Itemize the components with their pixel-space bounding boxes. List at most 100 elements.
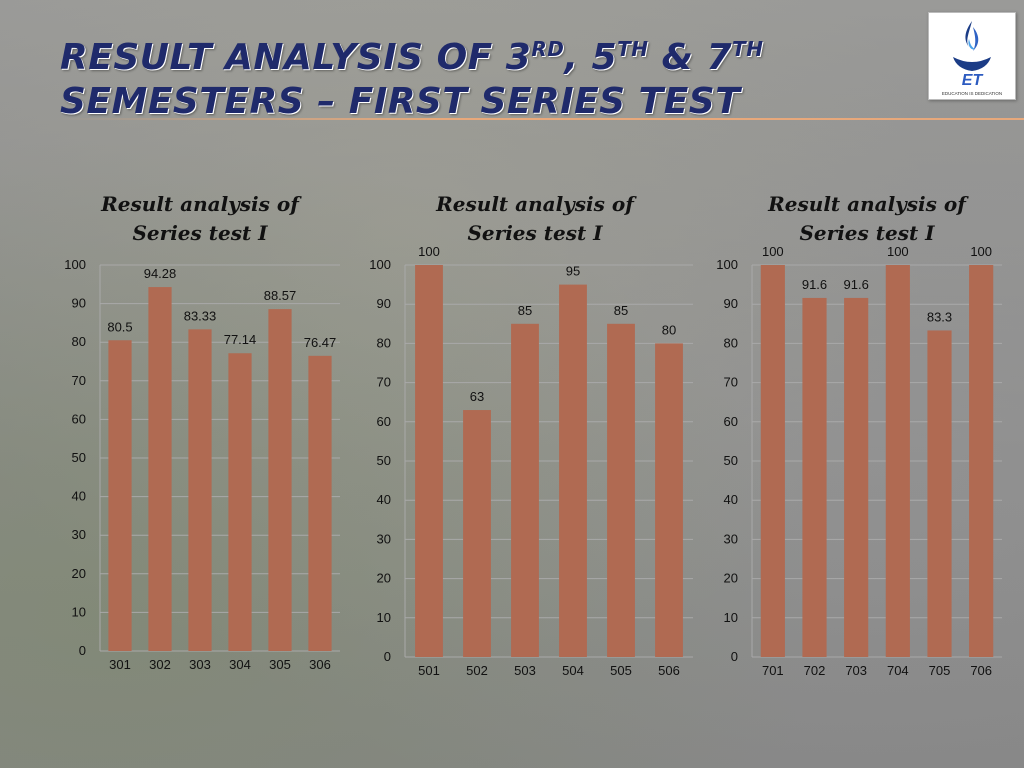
x-tick-label-503: 503 [514,663,536,678]
x-tick-label-302: 302 [149,657,171,672]
y-tick-label: 100 [64,257,86,272]
y-tick-label: 100 [716,257,738,272]
title-divider [55,118,1024,120]
y-tick-label: 20 [72,566,86,581]
y-tick-label: 70 [724,375,738,390]
y-tick-label: 0 [731,649,738,664]
bar-706 [969,265,994,657]
bar-503 [511,323,539,657]
x-tick-label-702: 702 [804,663,826,678]
data-label-301: 80.5 [107,319,132,334]
data-label-305: 88.57 [264,288,297,303]
x-tick-label-704: 704 [887,663,909,678]
data-label-304: 77.14 [224,332,257,347]
y-tick-label: 30 [377,531,391,546]
title-sup-th1: TH [617,37,649,61]
y-tick-label: 50 [377,453,391,468]
data-label-705: 83.3 [927,309,952,324]
data-label-703: 91.6 [844,277,869,292]
y-tick-label: 40 [377,492,391,507]
y-tick-label: 10 [724,610,738,625]
chart3-title: Result analysis of Series test I [768,192,966,245]
slide-title: RESULT ANALYSIS OF 3RD, 5TH & 7TH SEMEST… [60,36,900,124]
x-tick-label-305: 305 [269,657,291,672]
y-tick-label: 0 [79,643,86,658]
y-tick-label: 80 [72,334,86,349]
y-tick-label: 90 [377,296,391,311]
x-tick-label-505: 505 [610,663,632,678]
data-label-504: 95 [566,264,580,279]
x-tick-label-501: 501 [418,663,440,678]
bar-704 [885,265,910,657]
bar-705 [927,330,952,657]
x-tick-label-303: 303 [189,657,211,672]
y-tick-label: 20 [724,571,738,586]
y-tick-label: 50 [724,453,738,468]
chart-501-506: 0 10 20 30 40 50 60 70 80 90 100 100 501 63 502 85 503 95… [369,245,693,678]
bar-303 [188,329,212,651]
data-label-302: 94.28 [144,266,177,281]
y-tick-label: 20 [377,571,391,586]
data-label-503: 85 [518,303,532,318]
y-tick-label: 100 [369,257,391,272]
y-tick-label: 40 [724,492,738,507]
x-tick-label-304: 304 [229,657,251,672]
data-label-506: 80 [662,322,676,337]
y-tick-label: 90 [72,296,86,311]
title-mid2: & 7 [648,37,733,78]
title-mid: , 5 [564,37,618,78]
bar-302 [148,287,172,651]
bar-304 [228,353,252,651]
y-tick-label: 70 [377,375,391,390]
bar-305 [268,309,292,651]
x-tick-label-301: 301 [109,657,131,672]
college-logo: ET EDUCATION IS DEDICATION [928,12,1016,100]
bar-504 [559,284,587,657]
y-tick-label: 60 [724,414,738,429]
y-tick-label: 10 [72,604,86,619]
bar-501 [415,265,443,657]
y-tick-label: 60 [72,411,86,426]
y-tick-label: 30 [724,531,738,546]
y-tick-label: 90 [724,296,738,311]
data-label-702: 91.6 [802,277,827,292]
logo-letters: ET [962,72,984,89]
x-tick-label-504: 504 [562,663,584,678]
data-label-505: 85 [614,303,628,318]
flame-logo-icon: ET EDUCATION IS DEDICATION [942,21,1002,96]
data-label-502: 63 [470,389,484,404]
title-line1-prefix: RESULT ANALYSIS OF 3 [60,37,532,78]
x-tick-label-306: 306 [309,657,331,672]
y-tick-label: 30 [72,527,86,542]
bar-703 [844,297,869,657]
data-label-701: 100 [762,245,784,259]
x-tick-label-705: 705 [929,663,951,678]
x-tick-label-506: 506 [658,663,680,678]
chart1-title: Result analysis of Series test I [101,192,299,245]
x-tick-label-703: 703 [845,663,867,678]
data-label-706: 100 [970,245,992,259]
data-label-306: 76.47 [304,335,337,350]
y-tick-label: 80 [377,335,391,350]
bar-301 [108,340,132,651]
title-line2: SEMESTERS – FIRST SERIES TEST [60,81,741,122]
chart-301-306: 0 10 20 30 40 50 60 70 80 90 100 80.5 301 94.28 302 83.… [64,257,340,672]
logo-tagline: EDUCATION IS DEDICATION [942,91,1002,96]
bar-505 [607,323,635,657]
bar-506 [655,343,683,657]
chart2-title: Result analysis of Series test I [436,192,634,245]
data-label-303: 83.33 [184,308,217,323]
y-tick-label: 70 [72,373,86,388]
y-tick-label: 50 [72,450,86,465]
bar-701 [760,265,785,657]
y-tick-label: 60 [377,414,391,429]
y-tick-label: 10 [377,610,391,625]
y-tick-label: 0 [384,649,391,664]
chart-701-706: 0 10 20 30 40 50 60 70 80 90 100 100 701 91.6 702 91.6 7… [716,245,1002,678]
x-tick-label-502: 502 [466,663,488,678]
x-tick-label-701: 701 [762,663,784,678]
data-label-501: 100 [418,245,440,259]
y-tick-label: 80 [724,335,738,350]
x-tick-label-706: 706 [970,663,992,678]
title-sup-rd: RD [531,37,565,61]
